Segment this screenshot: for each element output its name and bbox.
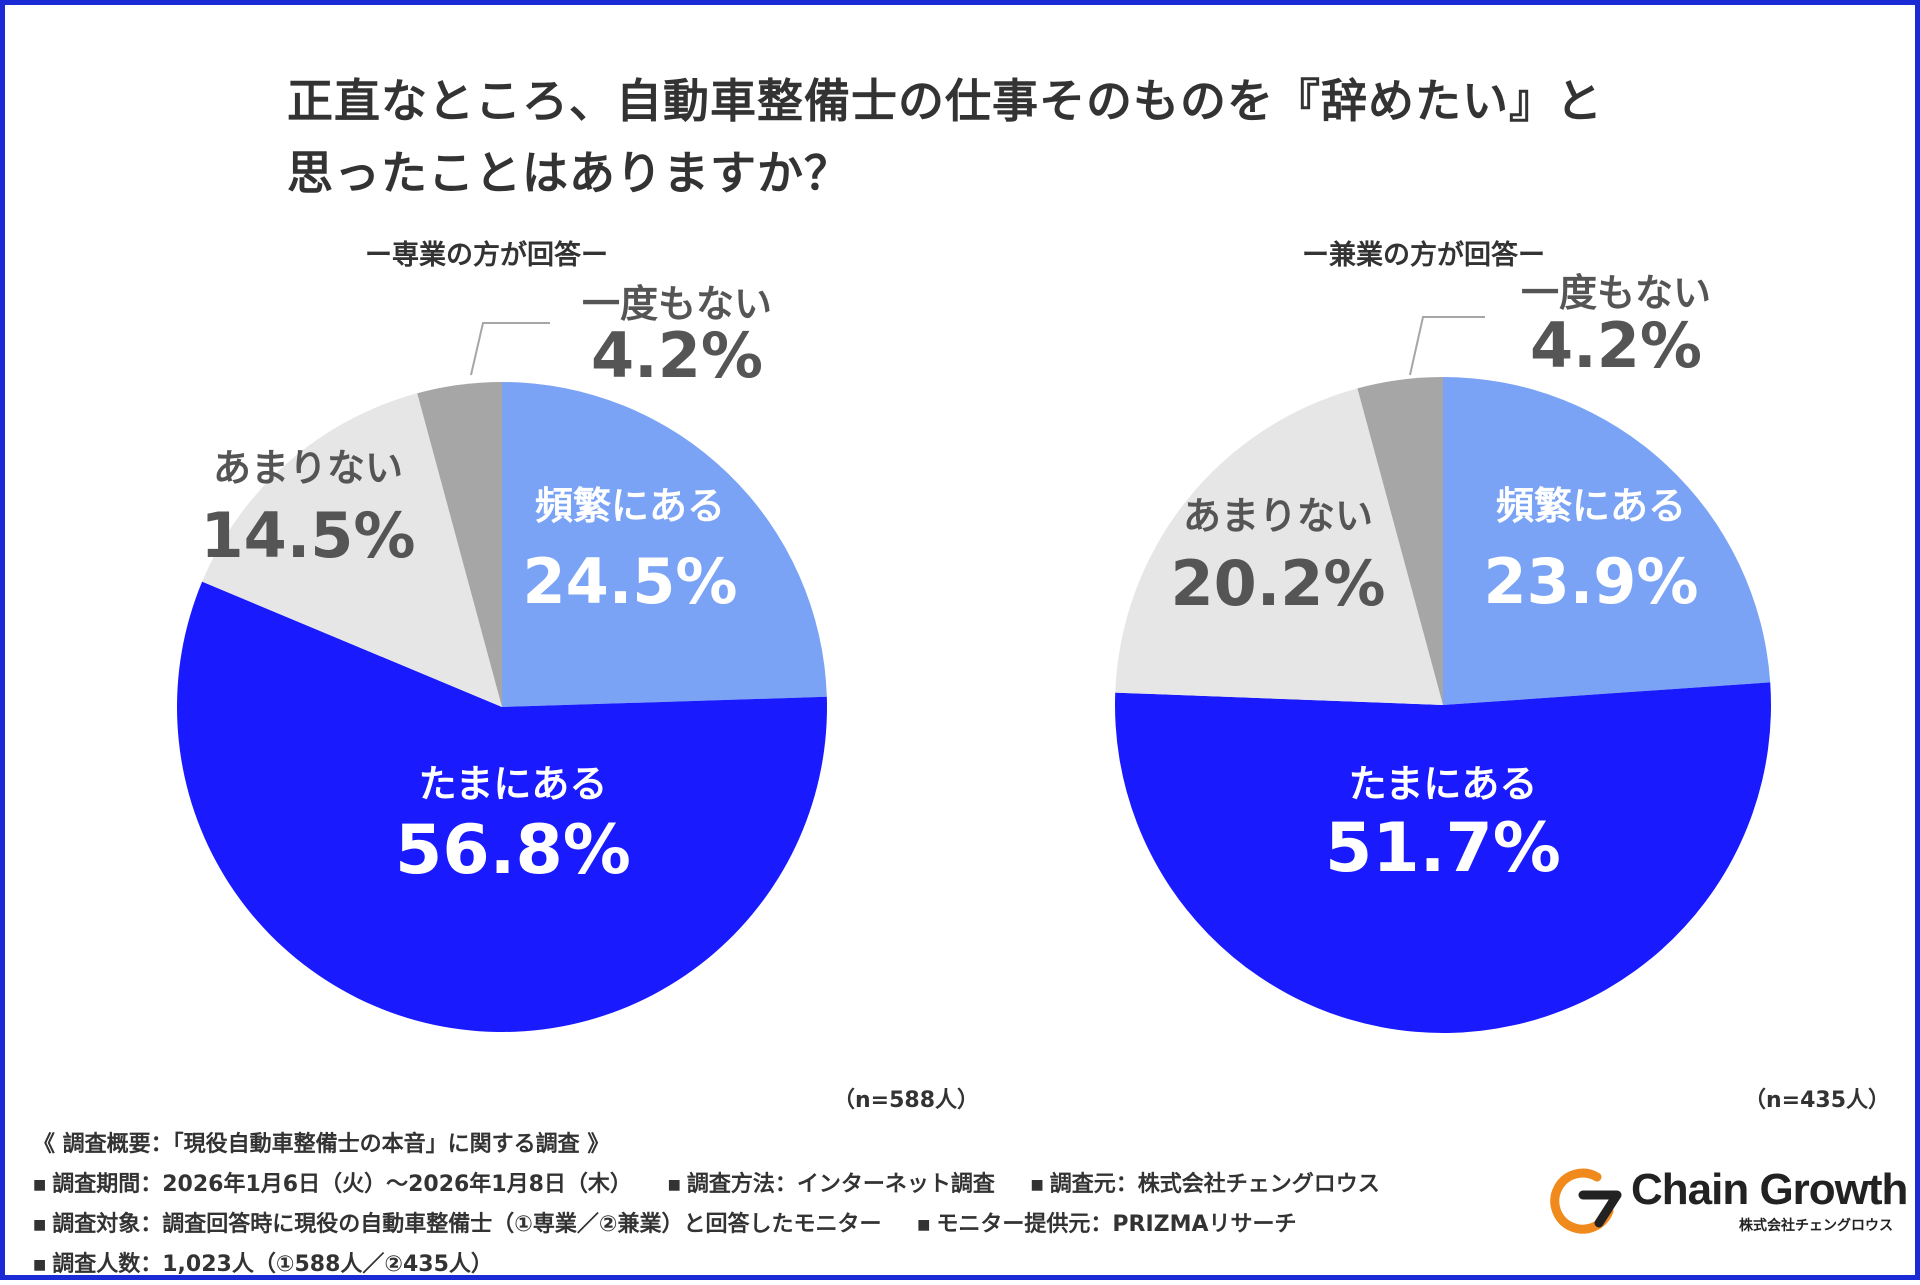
pie-1-value-0: 23.9% bbox=[1483, 545, 1698, 618]
summary-method: 調査方法：インターネット調査 bbox=[686, 1172, 995, 1197]
pie-0-slice-0 bbox=[502, 382, 827, 707]
pie-1-slice-1 bbox=[1115, 682, 1772, 1034]
bullet-square-icon: ■ bbox=[33, 1217, 47, 1233]
pie-0-label-3: 一度もない bbox=[582, 282, 772, 326]
summary-target: 調査対象：調査回答時に現役の自動車整備士（①専業／②兼業）と回答したモニター bbox=[52, 1212, 882, 1237]
bullet-square-icon: ■ bbox=[33, 1257, 47, 1273]
pie-1-slice-3 bbox=[1357, 377, 1443, 705]
pie-0-value-1: 56.8% bbox=[395, 811, 631, 890]
pie-charts: 頻繁にある24.5%たまにある56.8%あまりない14.5%一度もない4.2%頻… bbox=[176, 271, 1772, 1034]
logo-mark-icon bbox=[1550, 1168, 1622, 1234]
pie-0-value-2: 14.5% bbox=[200, 499, 415, 572]
title-line-2: 思ったことはありますか？ bbox=[287, 146, 851, 200]
bullet-square-icon: ■ bbox=[667, 1177, 681, 1193]
pie-1-label-1: たまにある bbox=[1349, 762, 1538, 806]
summary-count: 調査人数：1,023人（①588人／②435人） bbox=[52, 1252, 493, 1277]
summary-row-2: ■ 調査対象：調査回答時に現役の自動車整備士（①専業／②兼業）と回答したモニター … bbox=[33, 1205, 1380, 1245]
summary-source: 調査元：株式会社チェングロウス bbox=[1049, 1172, 1380, 1197]
pie-0-leader-line bbox=[470, 322, 550, 376]
pie-1-label-3: 一度もない bbox=[1521, 271, 1711, 315]
pie-1-value-2: 20.2% bbox=[1170, 547, 1385, 620]
pie-0-slice-1 bbox=[176, 581, 828, 1032]
bullet-square-icon: ■ bbox=[1030, 1177, 1044, 1193]
pie-1-leader-line bbox=[1409, 316, 1485, 376]
pie-1-slice-0 bbox=[1443, 377, 1771, 705]
pie-1-label-2: あまりない bbox=[1183, 494, 1373, 538]
pie-1-value-1: 51.7% bbox=[1325, 809, 1561, 888]
left-subtitle: ー専業の方が回答ー bbox=[365, 240, 608, 271]
left-sample-size: （n=588人） bbox=[833, 1088, 980, 1113]
summary-period: 調査期間：2026年1月6日（火）〜2026年1月8日（木） bbox=[52, 1172, 632, 1197]
summary-row-1: ■ 調査期間：2026年1月6日（火）〜2026年1月8日（木） ■ 調査方法：イン… bbox=[33, 1165, 1380, 1205]
pie-0-value-3: 4.2% bbox=[591, 319, 763, 392]
pie-0-slice-3 bbox=[417, 382, 502, 707]
right-subtitle: ー兼業の方が回答ー bbox=[1302, 240, 1545, 271]
pie-1-value-3: 4.2% bbox=[1530, 309, 1702, 382]
pie-1-slice-2 bbox=[1115, 388, 1443, 705]
right-sample-size: （n=435人） bbox=[1744, 1088, 1891, 1113]
pie-1-label-0: 頻繁にある bbox=[1496, 484, 1686, 528]
pie-0-value-0: 24.5% bbox=[522, 545, 737, 618]
pie-0-label-2: あまりない bbox=[213, 446, 403, 490]
company-logo: Chain Growth 株式会社チェングロウス bbox=[1539, 1165, 1908, 1245]
pie-0-label-1: たまにある bbox=[419, 762, 608, 806]
summary-heading: 《 調査概要：「現役自動車整備士の本音」に関する調査 》 bbox=[33, 1132, 610, 1157]
survey-summary: 《 調査概要：「現役自動車整備士の本音」に関する調査 》 ■ 調査期間：2026年… bbox=[33, 1125, 1380, 1285]
logo-text: Chain Growth bbox=[1631, 1165, 1908, 1214]
pie-0-label-0: 頻繁にある bbox=[535, 484, 725, 528]
summary-provider: モニター提供元：PRIZMAリサーチ bbox=[936, 1212, 1297, 1237]
chart-title: 正直なところ、自動車整備士の仕事そのものを『辞めたい』と 思ったことはありますか… bbox=[287, 65, 1603, 209]
bullet-square-icon: ■ bbox=[33, 1177, 47, 1193]
logo-subtext: 株式会社チェングロウス bbox=[1739, 1218, 1893, 1234]
pie-0-slice-2 bbox=[202, 393, 503, 707]
bullet-square-icon: ■ bbox=[917, 1217, 931, 1233]
title-line-1: 正直なところ、自動車整備士の仕事そのものを『辞めたい』と bbox=[287, 74, 1603, 128]
summary-row-3: ■ 調査人数：1,023人（①588人／②435人） bbox=[33, 1245, 1380, 1285]
